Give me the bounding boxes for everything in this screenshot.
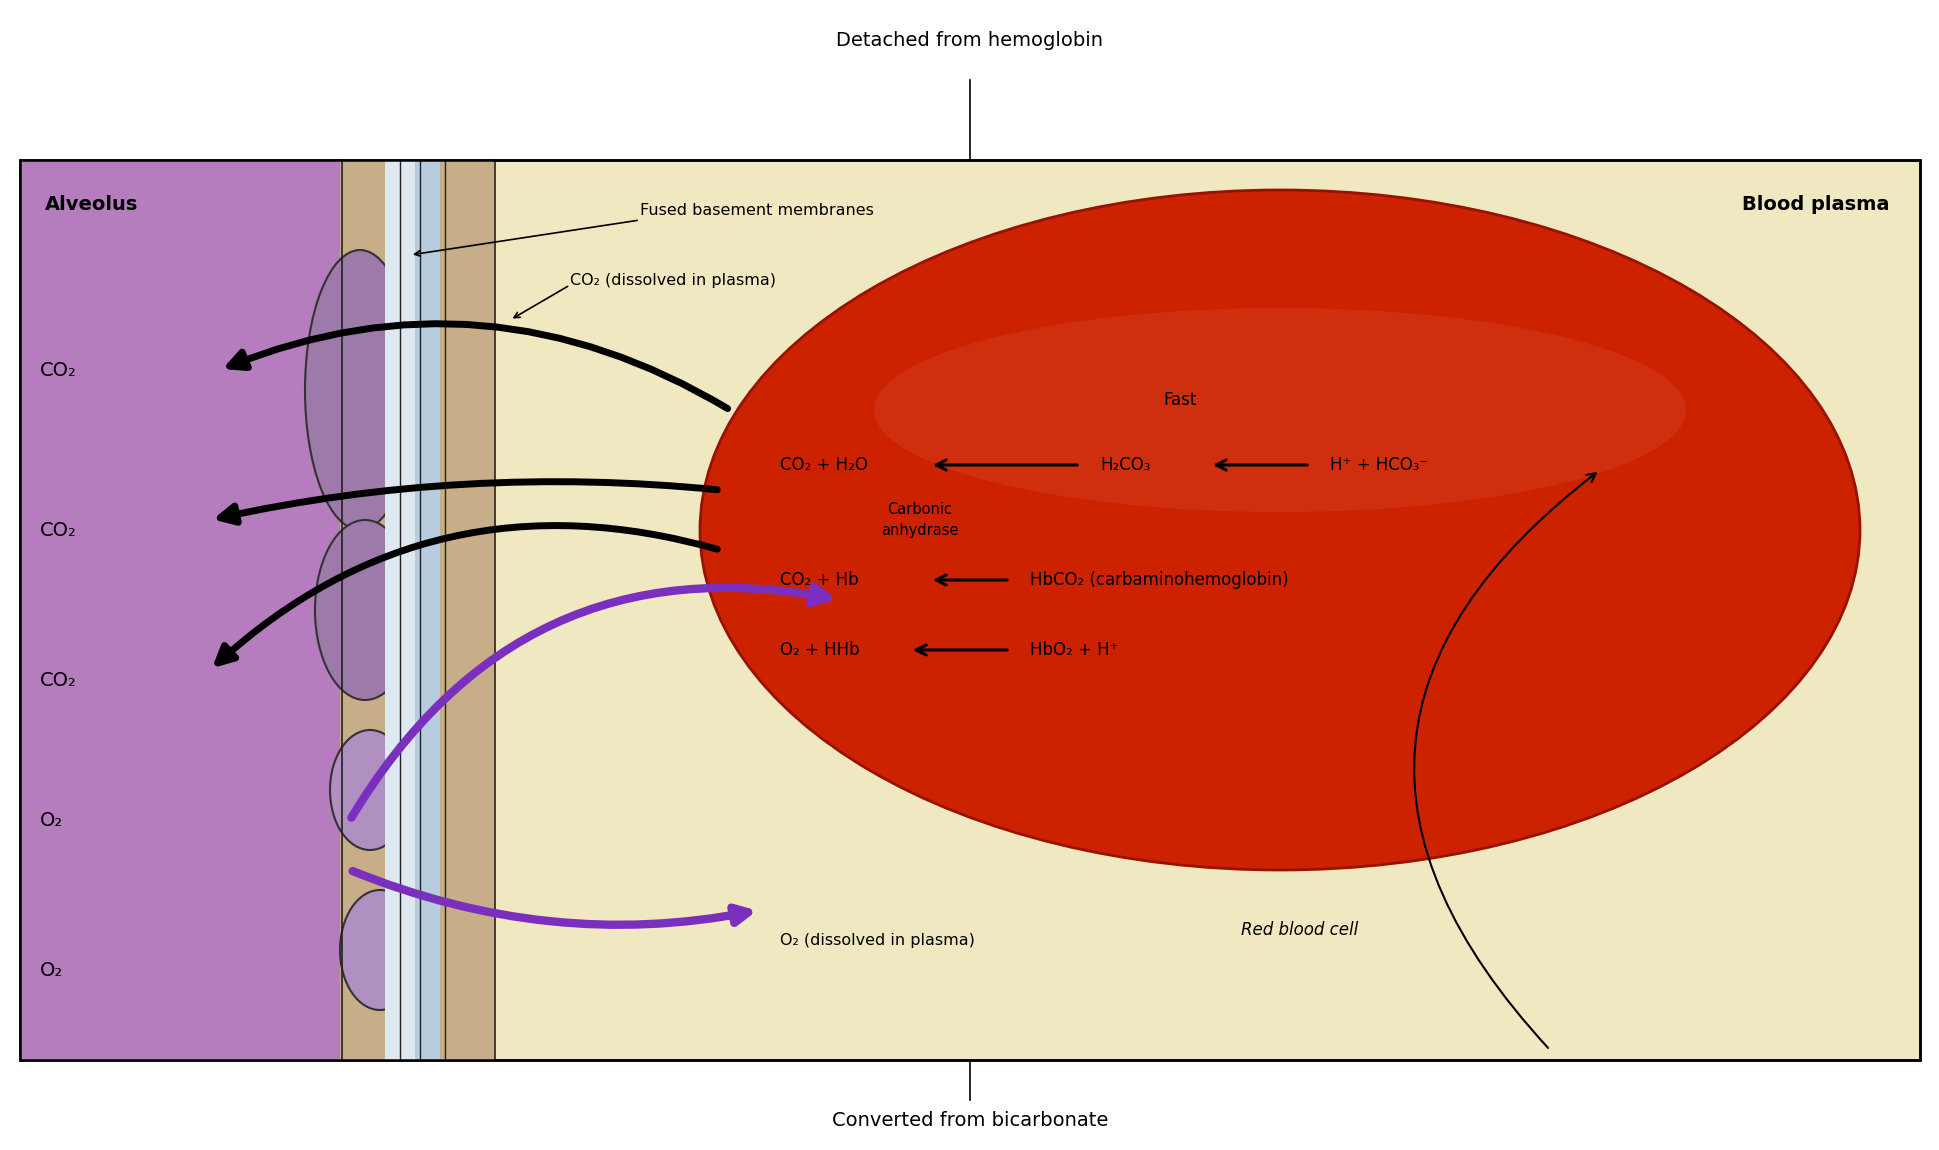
Ellipse shape bbox=[330, 730, 409, 850]
Text: CO₂ (dissolved in plasma): CO₂ (dissolved in plasma) bbox=[570, 273, 776, 288]
Text: Fused basement membranes: Fused basement membranes bbox=[640, 202, 873, 217]
Text: O₂: O₂ bbox=[41, 811, 64, 829]
Bar bbox=[415, 160, 444, 1060]
Text: Alveolus: Alveolus bbox=[45, 196, 138, 214]
Bar bbox=[19, 160, 361, 1060]
Ellipse shape bbox=[314, 520, 415, 700]
Text: Fast: Fast bbox=[1163, 391, 1196, 409]
Bar bbox=[339, 160, 399, 1060]
Text: O₂ + HHb: O₂ + HHb bbox=[779, 641, 859, 659]
Ellipse shape bbox=[339, 890, 419, 1010]
Text: Red blood cell: Red blood cell bbox=[1241, 921, 1357, 940]
Text: H₂CO₃: H₂CO₃ bbox=[1099, 457, 1150, 474]
Bar bbox=[19, 160, 1920, 1060]
Text: CO₂: CO₂ bbox=[41, 360, 78, 380]
Text: HbO₂ + H⁺: HbO₂ + H⁺ bbox=[1030, 641, 1119, 659]
Bar bbox=[440, 160, 494, 1060]
Bar bbox=[384, 160, 419, 1060]
Text: Carbonic
anhydrase: Carbonic anhydrase bbox=[880, 503, 958, 538]
Text: Detached from hemoglobin: Detached from hemoglobin bbox=[836, 31, 1103, 49]
Bar bbox=[19, 160, 1920, 1060]
Text: CO₂: CO₂ bbox=[41, 521, 78, 539]
Text: H⁺ + HCO₃⁻: H⁺ + HCO₃⁻ bbox=[1330, 457, 1427, 474]
Ellipse shape bbox=[304, 250, 415, 530]
Ellipse shape bbox=[874, 308, 1685, 512]
Ellipse shape bbox=[700, 190, 1860, 871]
Text: HbCO₂ (carbaminohemoglobin): HbCO₂ (carbaminohemoglobin) bbox=[1030, 572, 1287, 589]
Text: CO₂ + H₂O: CO₂ + H₂O bbox=[779, 457, 867, 474]
Text: CO₂: CO₂ bbox=[41, 670, 78, 690]
Text: Blood plasma: Blood plasma bbox=[1741, 196, 1889, 214]
Text: CO₂ + Hb: CO₂ + Hb bbox=[779, 572, 859, 589]
Text: O₂: O₂ bbox=[41, 960, 64, 980]
Text: O₂ (dissolved in plasma): O₂ (dissolved in plasma) bbox=[779, 933, 975, 948]
Text: Converted from bicarbonate: Converted from bicarbonate bbox=[832, 1111, 1107, 1130]
